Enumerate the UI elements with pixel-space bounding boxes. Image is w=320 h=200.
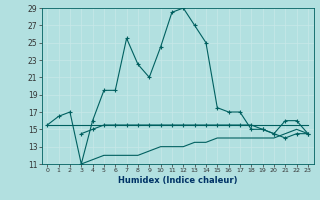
X-axis label: Humidex (Indice chaleur): Humidex (Indice chaleur) <box>118 176 237 185</box>
